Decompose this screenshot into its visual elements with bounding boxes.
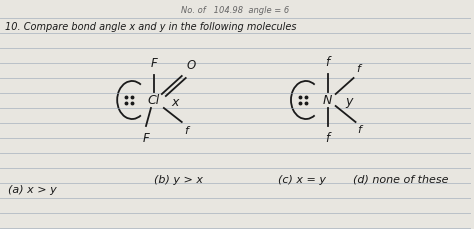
Text: F: F [151, 57, 157, 70]
Text: (d) none of these: (d) none of these [353, 175, 448, 185]
Text: y: y [346, 95, 353, 109]
Text: 10. Compare bond angle x and y in the following molecules: 10. Compare bond angle x and y in the fo… [5, 22, 296, 32]
Text: O: O [187, 59, 196, 72]
Text: (c) x = y: (c) x = y [278, 175, 326, 185]
Text: (a) x > y: (a) x > y [8, 185, 57, 195]
Text: x: x [172, 95, 179, 109]
Text: f: f [326, 132, 330, 145]
Text: f: f [185, 126, 189, 136]
Text: F: F [143, 132, 149, 145]
Text: Cl: Cl [148, 93, 160, 106]
Text: (b) y > x: (b) y > x [154, 175, 203, 185]
Text: N: N [323, 93, 332, 106]
Text: f: f [357, 125, 361, 135]
Text: f: f [356, 64, 360, 74]
Text: No. of   104.98  angle = 6: No. of 104.98 angle = 6 [181, 6, 290, 15]
Text: f: f [326, 56, 330, 69]
